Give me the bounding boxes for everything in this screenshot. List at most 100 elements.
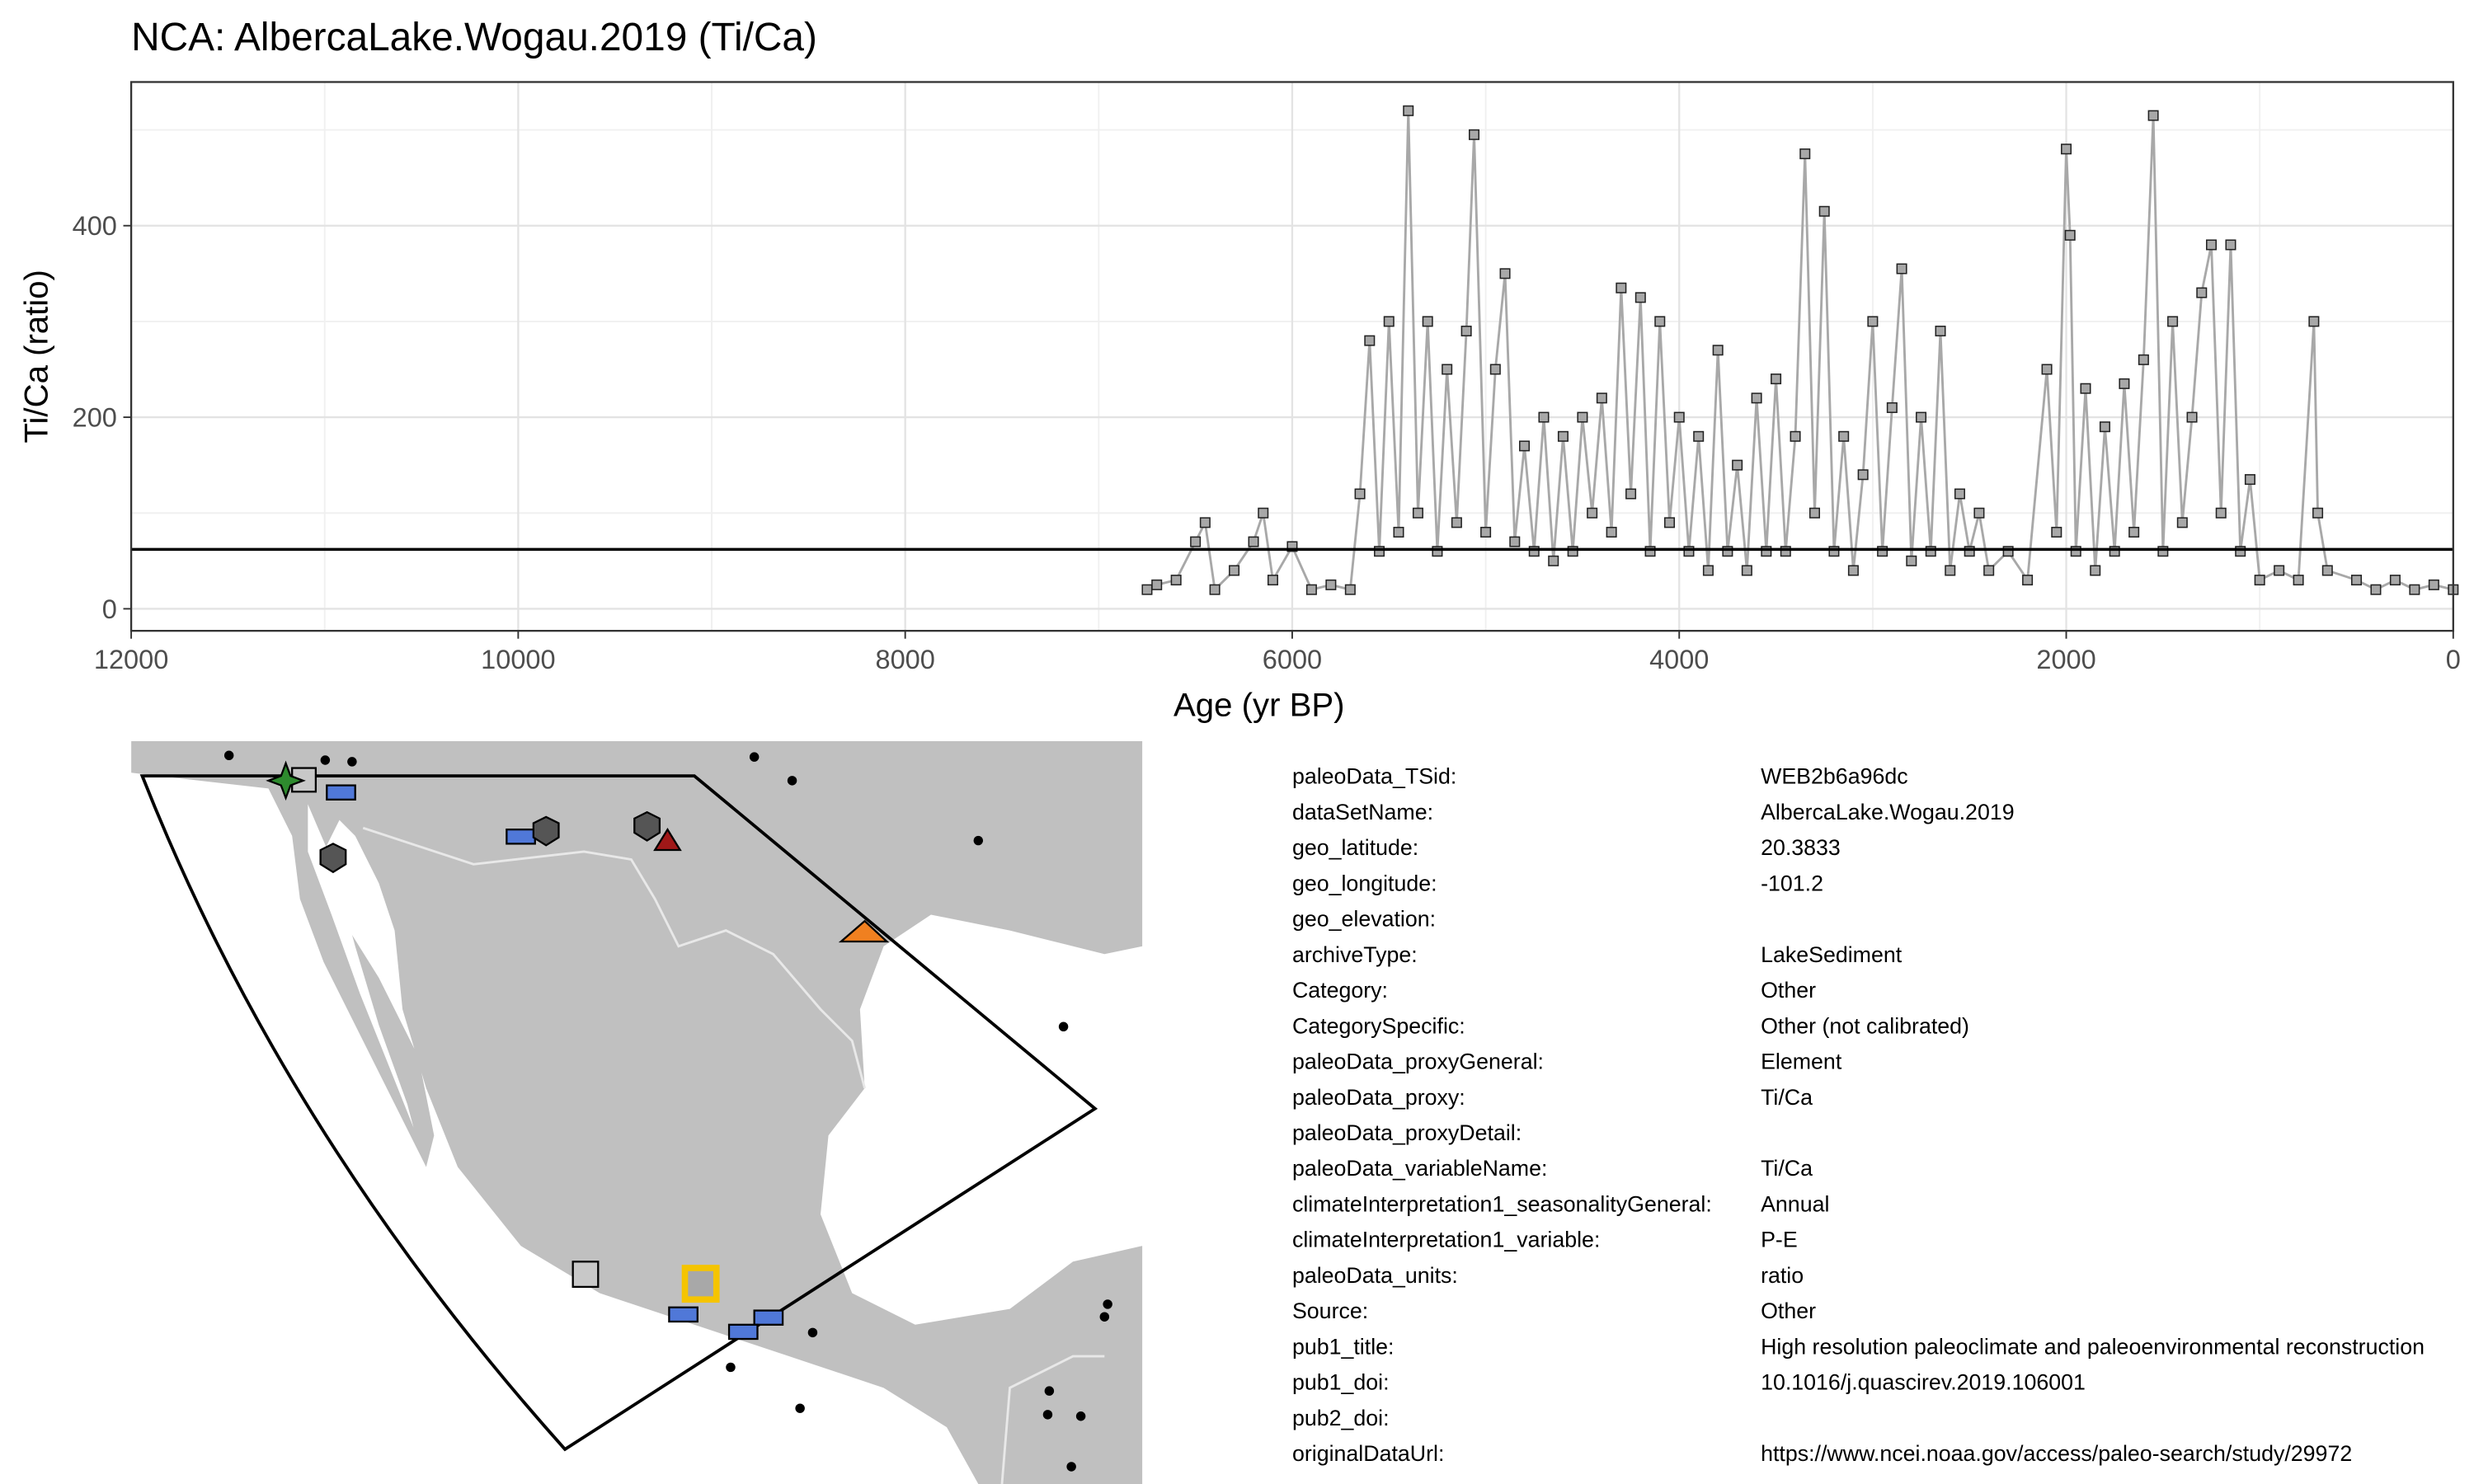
data-point (1548, 555, 1559, 566)
meta-value: Other (1761, 978, 1816, 1003)
data-point (1644, 546, 1656, 557)
data-point (1954, 488, 1965, 500)
meta-value: https://www.ncei.noaa.gov/access/paleo-s… (1761, 1441, 2352, 1466)
data-point (1780, 546, 1791, 557)
x-tick-label: 4000 (1649, 645, 1709, 674)
data-point (1151, 579, 1163, 590)
data-point (2022, 575, 2034, 586)
data-point (2064, 229, 2076, 241)
data-point (2389, 575, 2401, 586)
data-point (1325, 579, 1337, 590)
data-point (1286, 541, 1298, 552)
data-point (2090, 565, 2101, 576)
data-point (1964, 546, 1975, 557)
meta-key: pub1_doi: (1292, 1370, 1390, 1395)
data-point (2428, 579, 2439, 590)
meta-key: paleoData_proxyDetail: (1292, 1120, 1522, 1145)
data-point (2350, 575, 2362, 586)
data-point (1442, 364, 1453, 375)
data-point (1403, 105, 1414, 116)
meta-value: Other (1761, 1298, 1816, 1323)
data-point (2070, 546, 2081, 557)
meta-value: AlbercaLake.Wogau.2019 (1761, 800, 2015, 824)
data-point (1480, 526, 1492, 538)
data-point (1469, 129, 1480, 140)
meta-key: climateInterpretation1_seasonalityGenera… (1292, 1191, 1712, 1216)
data-point (2274, 565, 2285, 576)
meta-value: High resolution paleoclimate and paleoen… (1761, 1334, 2425, 1359)
data-point (2099, 421, 2110, 433)
data-point (1248, 536, 1259, 547)
x-axis-label: Age (yr BP) (1174, 686, 1345, 723)
data-point (1857, 469, 1869, 481)
data-point (1847, 565, 1859, 576)
data-point (1170, 575, 1182, 586)
data-point (1712, 345, 1724, 356)
data-point (2186, 411, 2198, 423)
data-point (1973, 507, 1985, 519)
meta-value: 10.1016/j.quascirev.2019.106001 (1761, 1370, 2086, 1395)
meta-key: paleoData_proxyGeneral: (1292, 1050, 1544, 1074)
data-point (1916, 411, 1927, 423)
meta-key: paleoData_proxy: (1292, 1085, 1465, 1110)
meta-key: climateInterpretation1_variable: (1292, 1228, 1600, 1252)
data-point (1867, 316, 1879, 327)
data-point (1606, 526, 1617, 538)
meta-key: paleoData_TSid: (1292, 764, 1456, 789)
data-point (1451, 517, 1462, 528)
data-point (1906, 555, 1917, 566)
data-point (2244, 474, 2255, 486)
data-point (1538, 411, 1550, 423)
data-point (1896, 263, 1907, 275)
data-point (1412, 507, 1423, 519)
data-point (2041, 364, 2053, 375)
metadata-table: paleoData_TSid: WEB2b6a96dc dataSetName: Al… (1292, 764, 2425, 1466)
x-tick-label: 2000 (2036, 645, 2095, 674)
data-point (1790, 430, 1801, 442)
data-point (1499, 268, 1511, 279)
data-point (1267, 575, 1278, 586)
meta-key: geo_longitude: (1292, 871, 1437, 895)
data-point (1838, 430, 1850, 442)
data-point (2051, 526, 2062, 538)
data-point (2206, 239, 2218, 251)
data-point (1741, 565, 1752, 576)
meta-key: pub2_doi: (1292, 1406, 1390, 1430)
y-axis-label: Ti/Ca (ratio) (18, 270, 55, 443)
data-point (1557, 430, 1569, 442)
data-point (2176, 517, 2188, 528)
data-point (1771, 373, 1782, 385)
data-point (2225, 239, 2236, 251)
meta-value: Annual (1761, 1191, 1829, 1216)
data-point (1818, 205, 1830, 217)
data-point (2080, 383, 2091, 394)
data-point (1761, 546, 1772, 557)
data-point (1683, 546, 1695, 557)
meta-key: paleoData_variableName: (1292, 1156, 1547, 1181)
data-point (2061, 143, 2072, 155)
meta-key: originalDataUrl: (1292, 1441, 1444, 1466)
data-point (1229, 565, 1240, 576)
meta-value: Other (not calibrated) (1761, 1013, 1969, 1038)
meta-value: ratio (1761, 1263, 1804, 1288)
meta-value: WEB2b6a96dc (1761, 764, 1908, 789)
data-point (1799, 148, 1811, 160)
meta-value: LakeSediment (1761, 942, 1903, 967)
data-point (1935, 326, 1946, 337)
plot-border (129, 81, 2454, 632)
data-point (1886, 402, 1898, 413)
meta-key: dataSetName: (1292, 800, 1433, 824)
meta-value: Element (1761, 1050, 1842, 1074)
x-tick-label: 10000 (481, 645, 555, 674)
data-point (1190, 536, 1202, 547)
data-point (1141, 584, 1153, 595)
data-point (2138, 354, 2149, 365)
data-point (1654, 316, 1666, 327)
data-point (1732, 459, 1743, 471)
data-point (2128, 526, 2140, 538)
meta-key: pub1_title: (1292, 1334, 1395, 1359)
data-point (1393, 526, 1404, 538)
data-point (1354, 488, 1366, 500)
data-point (1673, 411, 1685, 423)
